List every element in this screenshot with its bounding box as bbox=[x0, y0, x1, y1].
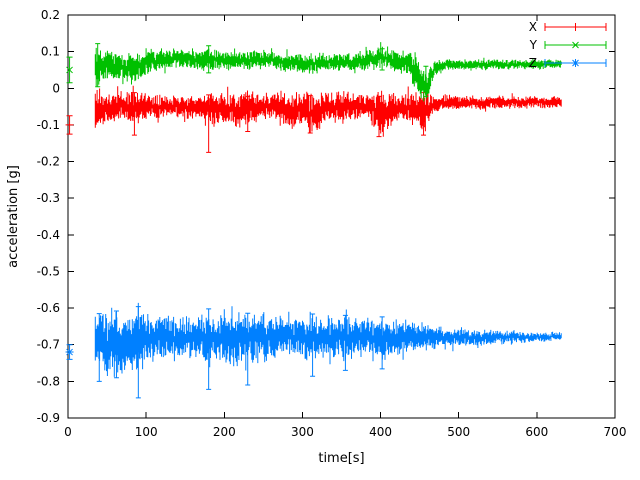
series-Z-band bbox=[94, 302, 562, 377]
legend-sample-Z bbox=[544, 59, 607, 67]
y-tick-label: 0.2 bbox=[41, 8, 60, 22]
x-tick-label: 200 bbox=[213, 425, 236, 439]
y-tick-label: -0.2 bbox=[37, 155, 60, 169]
x-tick-label: 400 bbox=[369, 425, 392, 439]
x-tick-label: 100 bbox=[135, 425, 158, 439]
legend-label-Y: Y bbox=[529, 38, 538, 52]
y-tick-label: -0.4 bbox=[37, 228, 60, 242]
series-X bbox=[65, 85, 562, 153]
series-X-start-point bbox=[65, 115, 74, 135]
series-Y-band bbox=[94, 42, 562, 102]
x-axis-label: time[s] bbox=[318, 451, 364, 466]
x-tick-label: 300 bbox=[291, 425, 314, 439]
legend-sample-Y bbox=[544, 41, 607, 49]
y-tick-label: -0.5 bbox=[37, 264, 60, 278]
plot-border bbox=[67, 14, 616, 419]
y-tick-label: -0.3 bbox=[37, 191, 60, 205]
y-axis-label: acceleration [g] bbox=[6, 165, 21, 268]
y-axis-ticks: 0.2 0.1 0 -0.1 -0.2 -0.3 -0.4 -0.5 -0.6 -0.7 -0.8 -… bbox=[37, 8, 615, 425]
x-tick-label: 600 bbox=[525, 425, 548, 439]
series-X-band bbox=[94, 85, 562, 137]
x-tick-label: 0 bbox=[64, 425, 72, 439]
legend-sample-X bbox=[544, 23, 607, 31]
series-Y bbox=[66, 42, 562, 102]
series-Z-start-point bbox=[65, 344, 74, 360]
legend-label-Z: Z bbox=[529, 56, 537, 70]
series-Z bbox=[65, 302, 562, 399]
x-axis-ticks: 0 100 200 300 400 500 600 700 bbox=[64, 15, 626, 439]
y-tick-label: -0.8 bbox=[37, 374, 60, 388]
series-Y-spikes bbox=[95, 43, 429, 97]
series-Z-spikes bbox=[96, 306, 385, 399]
y-tick-label: 0.1 bbox=[41, 45, 60, 59]
series-Y-start-point bbox=[66, 56, 73, 84]
y-tick-label: -0.7 bbox=[37, 338, 60, 352]
x-tick-label: 500 bbox=[447, 425, 470, 439]
legend: XYZ bbox=[529, 20, 607, 70]
series-X-spikes bbox=[131, 92, 427, 153]
y-tick-label: -0.9 bbox=[37, 411, 60, 425]
y-tick-label: -0.1 bbox=[37, 118, 60, 132]
legend-label-X: X bbox=[529, 20, 537, 34]
y-tick-label: -0.6 bbox=[37, 301, 60, 315]
y-tick-label: 0 bbox=[52, 81, 60, 95]
x-tick-label: 700 bbox=[604, 425, 627, 439]
